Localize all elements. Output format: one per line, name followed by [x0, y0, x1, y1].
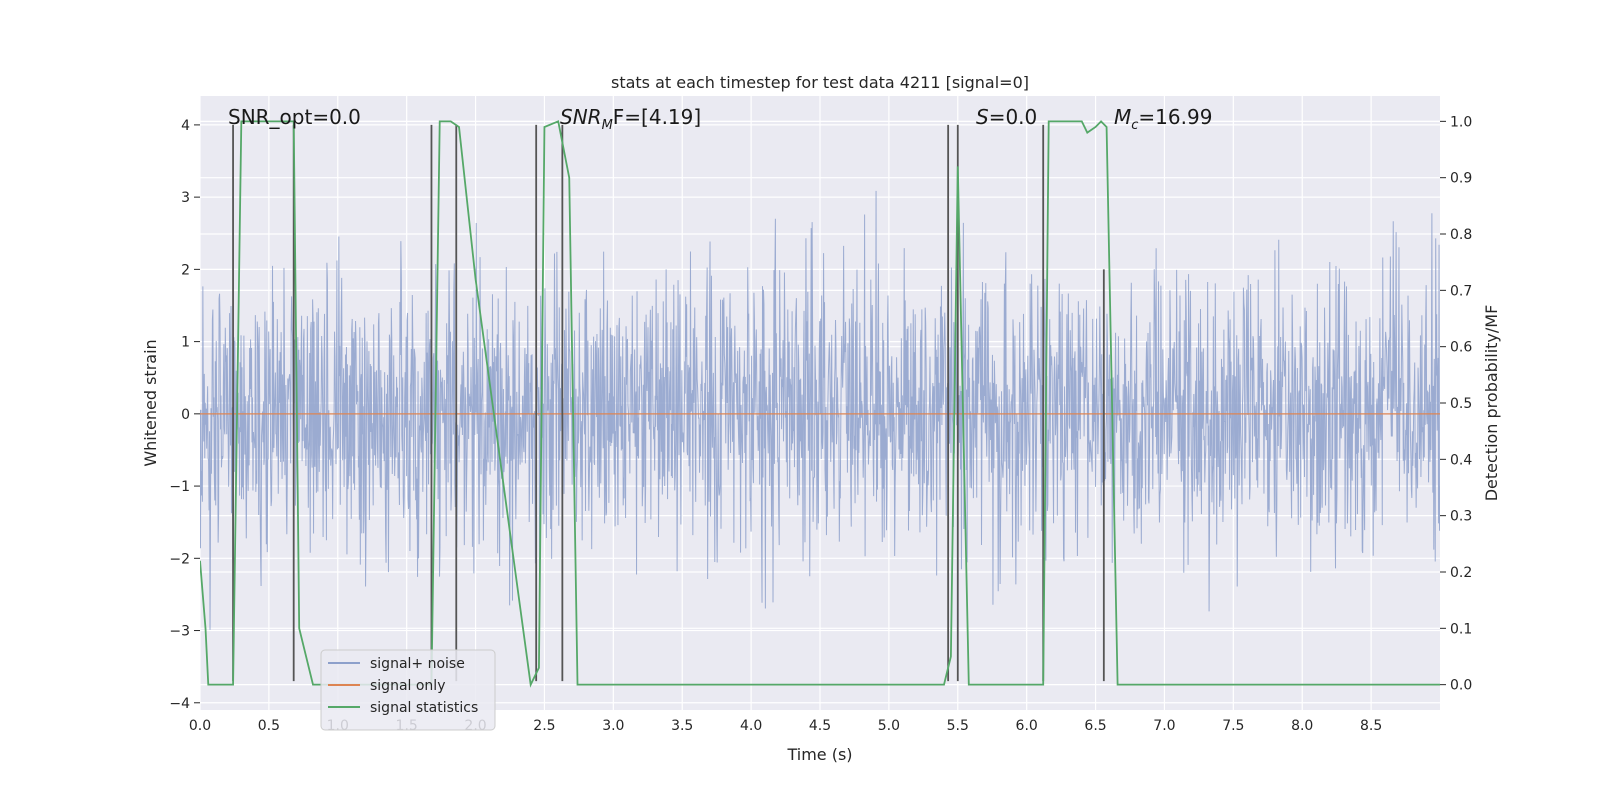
y-tick-label: 1	[181, 335, 190, 351]
legend: signal+ noise signal only signal statist…	[320, 649, 496, 731]
legend-label-signal-statistics: signal statistics	[370, 700, 478, 716]
y-tick-label: −4	[169, 696, 190, 712]
y-tick-label: 0	[181, 407, 190, 423]
signal-statistics-series	[200, 120, 1440, 688]
y-tick-label: −2	[169, 551, 190, 567]
y-tick-label: 4	[181, 118, 190, 134]
x-tick-label: 8.5	[1360, 718, 1382, 734]
y-tick-label: −1	[169, 479, 190, 495]
y2-tick-label: 0.8	[1450, 227, 1472, 243]
annotation-snr-opt: SNR_opt=0.0	[228, 105, 361, 129]
signal-noise-line	[200, 190, 1440, 630]
annotation-mc: Mc=16.99	[1114, 105, 1212, 133]
x-tick-label: 8.0	[1291, 718, 1313, 734]
y-tick-label: 2	[181, 262, 190, 278]
annotation-snr-mf-main: SNR	[560, 105, 602, 129]
x-tick-label: 6.5	[1084, 718, 1106, 734]
y2-tick-label: 0.1	[1450, 621, 1472, 637]
x-tick-label: 5.5	[947, 718, 969, 734]
annotation-snr-mf-sub: M	[602, 118, 613, 133]
annotation-mc-main: M	[1114, 105, 1131, 129]
annotation-s-tail: =0.0	[989, 105, 1038, 129]
y-tick-label: −3	[169, 624, 190, 640]
y2-tick-label: 1.0	[1450, 114, 1472, 130]
x-tick-label: 6.0	[1016, 718, 1038, 734]
y2-tick-label: 0.9	[1450, 171, 1472, 187]
x-tick-label: 4.0	[740, 718, 762, 734]
plot-area	[200, 120, 1440, 688]
x-tick-label: 5.0	[878, 718, 900, 734]
annotation-snr-mf-tail: F=[4.19]	[613, 105, 701, 129]
annotation-s: S=0.0	[976, 105, 1037, 129]
y-tick-label: 3	[181, 190, 190, 206]
y2-tick-label: 0.5	[1450, 396, 1472, 412]
legend-label-signal-only: signal only	[370, 678, 445, 694]
legend-box	[320, 649, 496, 731]
chart-title: stats at each timestep for test data 421…	[611, 73, 1029, 92]
x-axis-label: Time (s)	[786, 745, 852, 764]
y2-tick-label: 0.4	[1450, 452, 1472, 468]
y2-tick-label: 0.7	[1450, 283, 1472, 299]
x-tick-label: 2.5	[533, 718, 555, 734]
y-axis-label: Whitened strain	[141, 339, 160, 466]
y-axis-ticks: 4 3 2 1 0 −1 −2 −3 −4	[169, 118, 200, 712]
annotation-mc-sub: c	[1131, 118, 1138, 133]
legend-label-signal-noise: signal+ noise	[370, 656, 465, 672]
annotation-s-main: S	[976, 105, 989, 129]
y2-axis-ticks: 1.0 0.9 0.8 0.7 0.6 0.5 0.4 0.3 0.2 0.1 0.0	[1440, 114, 1472, 694]
annotation-mc-tail: =16.99	[1138, 105, 1212, 129]
x-tick-label: 0.0	[189, 718, 211, 734]
signal-statistics-line	[200, 120, 1440, 688]
signal-noise-series	[200, 190, 1440, 630]
x-tick-label: 3.0	[602, 718, 624, 734]
x-tick-label: 7.0	[1153, 718, 1175, 734]
y2-tick-label: 0.6	[1450, 340, 1472, 356]
x-tick-label: 0.5	[258, 718, 280, 734]
x-tick-label: 3.5	[671, 718, 693, 734]
x-tick-label: 7.5	[1222, 718, 1244, 734]
y2-tick-label: 0.3	[1450, 509, 1472, 525]
y2-tick-label: 0.0	[1450, 678, 1472, 694]
x-tick-label: 4.5	[809, 718, 831, 734]
y2-axis-label: Detection probability/MF	[1482, 305, 1501, 502]
detection-marker-lines	[232, 124, 1105, 682]
annotation-snr-mf: SNRMF=[4.19]	[560, 105, 701, 133]
y2-tick-label: 0.2	[1450, 565, 1472, 581]
